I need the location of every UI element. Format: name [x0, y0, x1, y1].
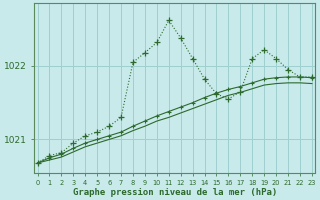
X-axis label: Graphe pression niveau de la mer (hPa): Graphe pression niveau de la mer (hPa) [73, 188, 277, 197]
